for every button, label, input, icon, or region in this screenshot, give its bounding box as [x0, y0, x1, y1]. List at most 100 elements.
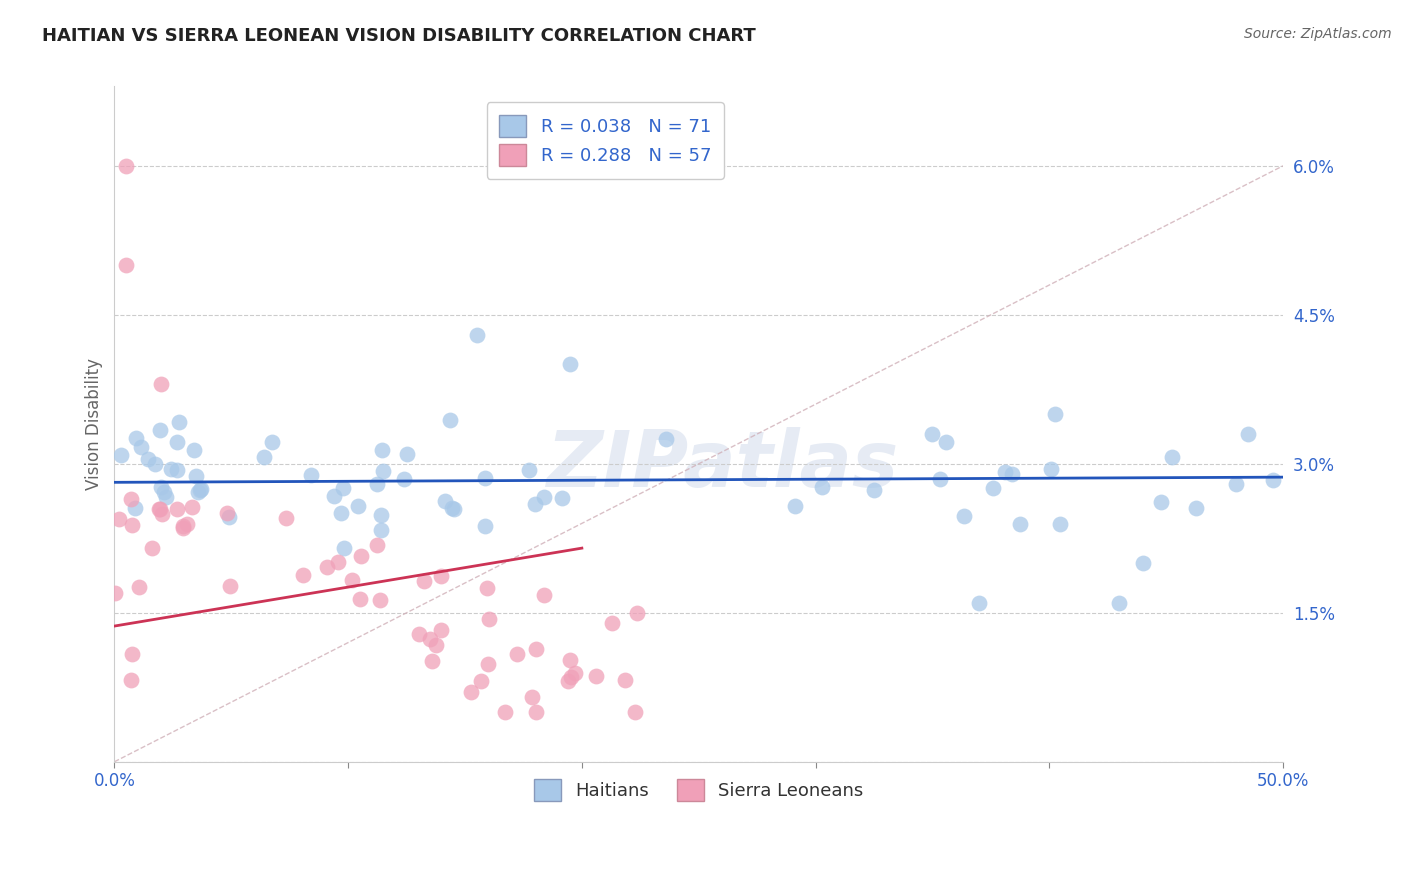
- Point: [474, 471, 496, 485]
- Point: [120, 491, 142, 506]
- Point: [347, 499, 370, 513]
- Point: [373, 464, 395, 478]
- Point: [188, 483, 211, 498]
- Point: [349, 591, 371, 606]
- Point: [430, 623, 453, 637]
- Point: [128, 580, 150, 594]
- Point: [155, 491, 177, 505]
- Point: [217, 506, 239, 520]
- Point: [465, 327, 488, 342]
- Point: [159, 462, 181, 476]
- Text: Source: ZipAtlas.com: Source: ZipAtlas.com: [1244, 27, 1392, 41]
- Point: [219, 579, 242, 593]
- Point: [478, 612, 501, 626]
- Point: [408, 626, 430, 640]
- Point: [430, 569, 453, 583]
- Point: [323, 489, 346, 503]
- Point: [181, 500, 204, 514]
- Point: [1150, 495, 1173, 509]
- Point: [785, 499, 807, 513]
- Point: [460, 685, 482, 699]
- Point: [328, 556, 350, 570]
- Point: [120, 673, 142, 687]
- Point: [276, 511, 298, 525]
- Point: [121, 518, 143, 533]
- Point: [329, 506, 352, 520]
- Point: [560, 670, 582, 684]
- Point: [1261, 473, 1284, 487]
- Point: [370, 524, 392, 538]
- Point: [299, 468, 322, 483]
- Point: [935, 435, 957, 450]
- Point: [149, 423, 172, 437]
- Point: [371, 443, 394, 458]
- Point: [470, 674, 492, 689]
- Point: [350, 549, 373, 563]
- Y-axis label: Vision Disability: Vision Disability: [86, 358, 103, 490]
- Point: [477, 657, 499, 672]
- Point: [439, 413, 461, 427]
- Point: [394, 472, 416, 486]
- Point: [967, 596, 990, 610]
- Point: [260, 434, 283, 449]
- Point: [396, 447, 419, 461]
- Point: [149, 502, 172, 516]
- Point: [981, 481, 1004, 495]
- Point: [124, 501, 146, 516]
- Point: [425, 638, 447, 652]
- Point: [477, 581, 499, 595]
- Point: [434, 493, 457, 508]
- Point: [190, 483, 212, 497]
- Point: [292, 568, 315, 582]
- Point: [110, 448, 132, 462]
- Point: [494, 705, 516, 719]
- Point: [166, 462, 188, 476]
- Point: [811, 480, 834, 494]
- Point: [517, 463, 540, 477]
- Point: [342, 573, 364, 587]
- Point: [366, 477, 388, 491]
- Point: [136, 452, 159, 467]
- Point: [166, 502, 188, 516]
- Point: [368, 592, 391, 607]
- Point: [524, 497, 547, 511]
- Point: [153, 484, 176, 499]
- Point: [585, 669, 607, 683]
- Point: [1132, 556, 1154, 570]
- Point: [176, 517, 198, 532]
- Point: [187, 484, 209, 499]
- Point: [218, 509, 240, 524]
- Legend: Haitians, Sierra Leoneans: Haitians, Sierra Leoneans: [522, 766, 876, 814]
- Point: [184, 469, 207, 483]
- Point: [560, 358, 582, 372]
- Point: [441, 500, 464, 515]
- Point: [655, 432, 678, 446]
- Point: [419, 632, 441, 646]
- Point: [524, 641, 547, 656]
- Point: [420, 654, 443, 668]
- Point: [613, 673, 636, 687]
- Point: [474, 519, 496, 533]
- Point: [1225, 476, 1247, 491]
- Point: [129, 440, 152, 454]
- Point: [506, 647, 529, 661]
- Point: [623, 705, 645, 719]
- Point: [150, 377, 173, 392]
- Point: [141, 541, 163, 555]
- Point: [557, 673, 579, 688]
- Point: [333, 541, 356, 556]
- Point: [1000, 467, 1022, 481]
- Point: [928, 472, 950, 486]
- Point: [172, 521, 194, 535]
- Point: [412, 574, 434, 589]
- Text: HAITIAN VS SIERRA LEONEAN VISION DISABILITY CORRELATION CHART: HAITIAN VS SIERRA LEONEAN VISION DISABIL…: [42, 27, 756, 45]
- Point: [602, 615, 624, 630]
- Point: [104, 586, 127, 600]
- Text: ZIPatlas: ZIPatlas: [546, 426, 898, 502]
- Point: [921, 427, 943, 442]
- Point: [522, 690, 544, 705]
- Point: [150, 507, 173, 521]
- Point: [953, 508, 976, 523]
- Point: [125, 431, 148, 445]
- Point: [370, 508, 392, 523]
